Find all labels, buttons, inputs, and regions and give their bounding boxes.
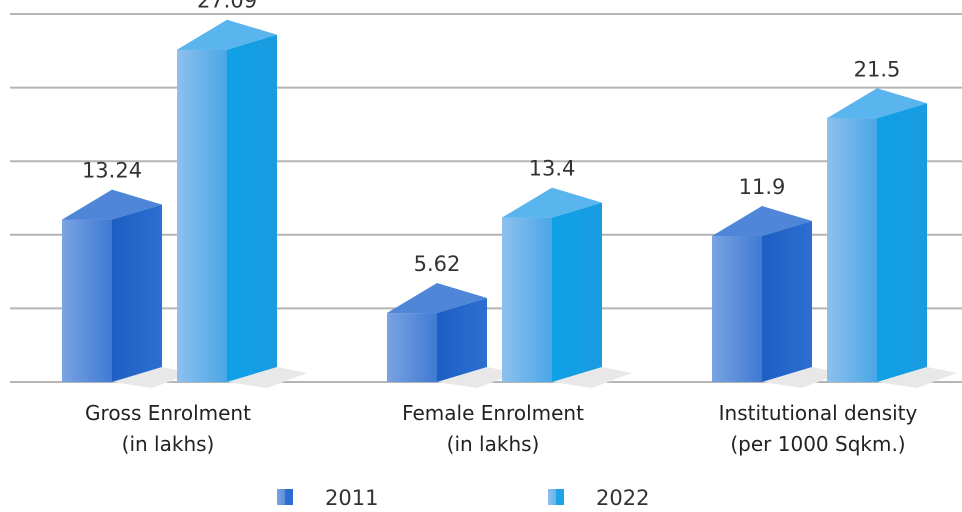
bar-left-face (387, 313, 437, 382)
data-label: 21.5 (854, 57, 901, 81)
bar-top-face (387, 283, 487, 314)
bar-top-face (827, 88, 927, 119)
bar-top-face (712, 206, 812, 237)
bar (62, 189, 192, 388)
bar (387, 283, 517, 388)
data-label: 13.4 (529, 157, 576, 181)
bar-right-face (877, 103, 927, 383)
bar-right-face (112, 204, 162, 382)
bar (712, 206, 842, 388)
bar (177, 19, 307, 388)
bar-right-face (762, 221, 812, 382)
data-label: 5.62 (414, 252, 461, 276)
legend-label: 2011 (325, 486, 378, 510)
bar-left-face (502, 217, 552, 382)
bar-top-face (502, 187, 602, 218)
x-tick-label: Institutional density (per 1000 Sqkm.) (718, 401, 918, 456)
legend-swatch (556, 489, 564, 505)
bar-shadow (112, 367, 192, 388)
bar-left-face (62, 219, 112, 382)
bar-shadow (552, 367, 632, 388)
bar-top-face (62, 189, 162, 220)
bar-right-face (552, 202, 602, 382)
x-tick-label: Gross Enrolment (in lakhs) (85, 401, 251, 456)
bar-left-face (177, 49, 227, 383)
bar-top-face (177, 19, 277, 50)
bar-shadow (762, 367, 842, 388)
bar-left-face (827, 118, 877, 383)
data-label: 11.9 (739, 175, 786, 199)
bar (827, 88, 957, 388)
bar-shadow (437, 367, 517, 388)
x-tick-label: Female Enrolment (in lakhs) (402, 401, 584, 456)
bar-shadow (227, 367, 307, 388)
legend-label: 2022 (596, 486, 649, 510)
bar-shadow (877, 367, 957, 388)
bar-right-face (227, 34, 277, 383)
data-label: 13.24 (82, 159, 142, 183)
legend-swatch (285, 489, 293, 505)
bar-right-face (437, 298, 487, 382)
bar-left-face (712, 236, 762, 382)
data-label: 27.09 (197, 0, 257, 13)
bar (502, 187, 632, 388)
